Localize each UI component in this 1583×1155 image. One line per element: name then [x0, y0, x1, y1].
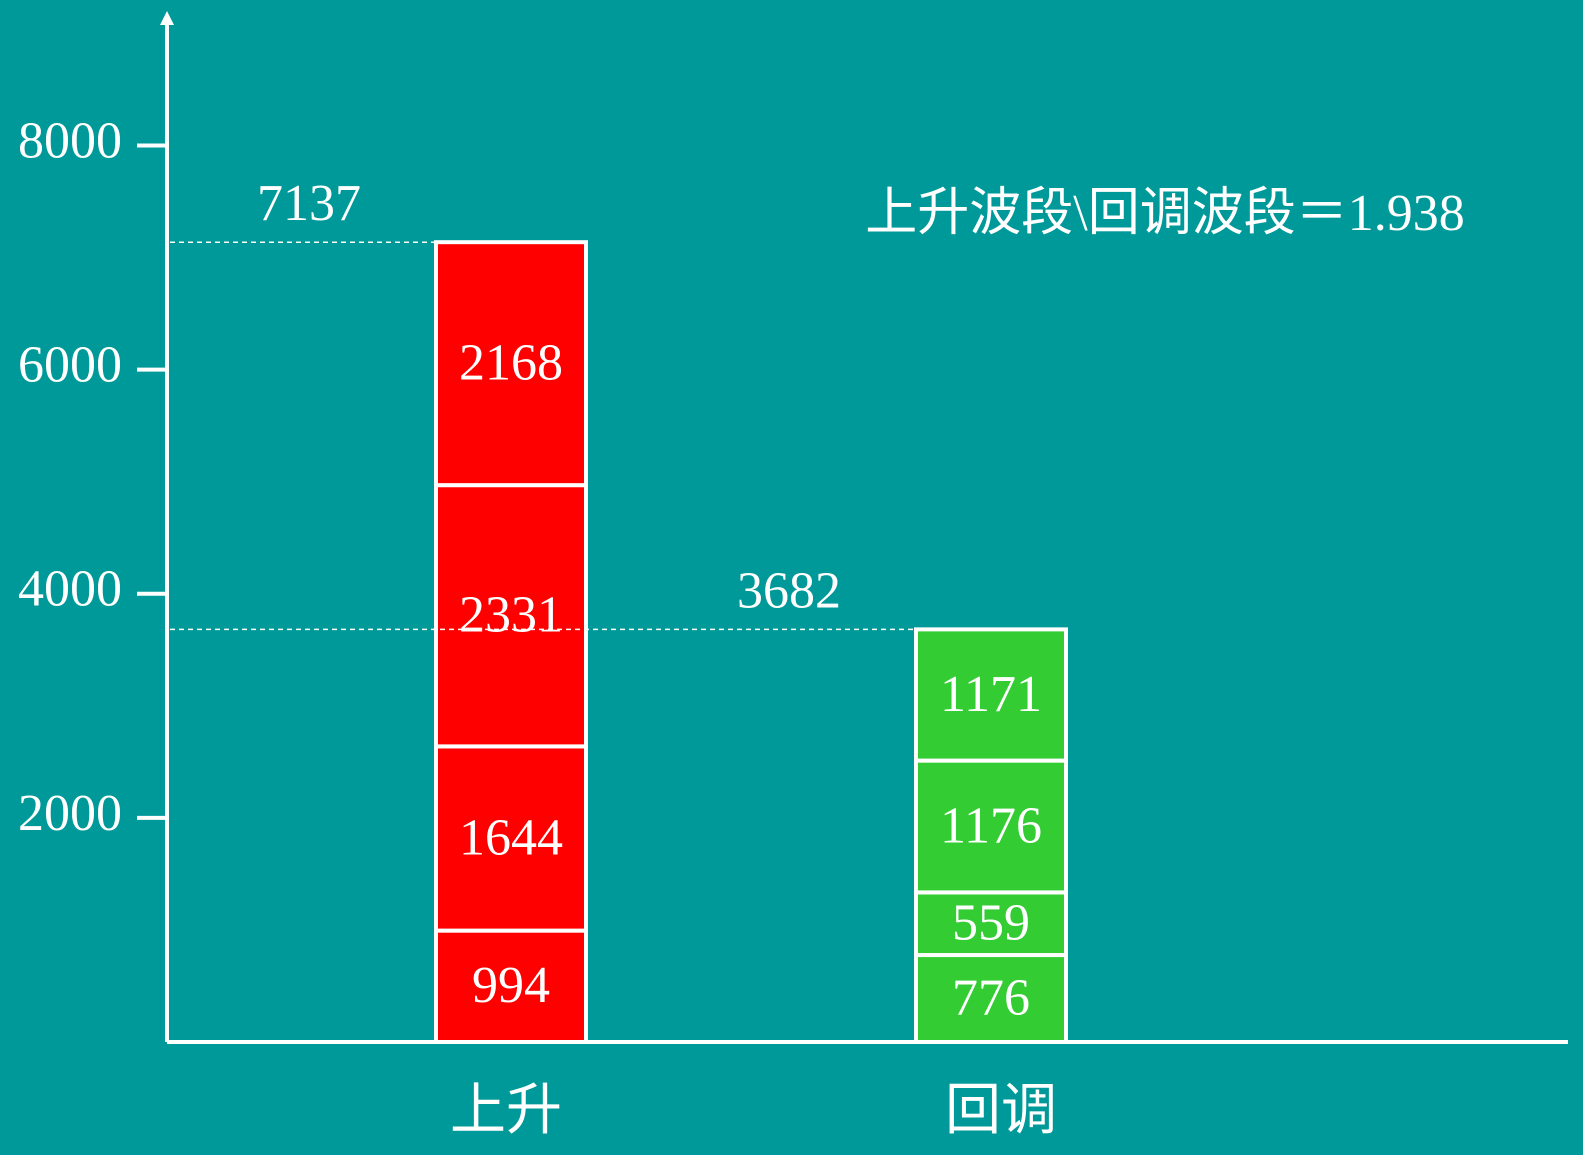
bar-segment: [914, 953, 1068, 1045]
x-tick-label: 回调: [945, 1080, 1057, 1142]
segment-label: 1171: [940, 666, 1042, 723]
bar-segment: [434, 240, 588, 488]
segment-label: 2168: [459, 335, 563, 392]
segment-label: 1644: [459, 809, 563, 866]
y-axis-arrow: [160, 11, 174, 25]
bar-segment: [914, 627, 1068, 763]
y-tick-label: 6000: [18, 337, 122, 394]
y-tick-label: 8000: [18, 112, 122, 169]
segment-label: 1176: [940, 797, 1042, 854]
y-tick-label: 4000: [18, 561, 122, 618]
total-label: 7137: [257, 175, 361, 232]
segment-label: 559: [952, 895, 1030, 952]
total-label: 3682: [737, 562, 841, 619]
segment-label: 776: [952, 969, 1030, 1026]
bar-segment: [914, 890, 1068, 958]
bar-segment: [434, 483, 588, 749]
y-tick-label: 2000: [18, 785, 122, 842]
ratio-annotation: 上升波段\回调波段＝1.938: [865, 185, 1464, 242]
segment-label: 994: [472, 957, 550, 1014]
bar-segment: [914, 758, 1068, 895]
x-tick-label: 上升: [450, 1080, 562, 1142]
segment-label: 2331: [459, 587, 563, 644]
